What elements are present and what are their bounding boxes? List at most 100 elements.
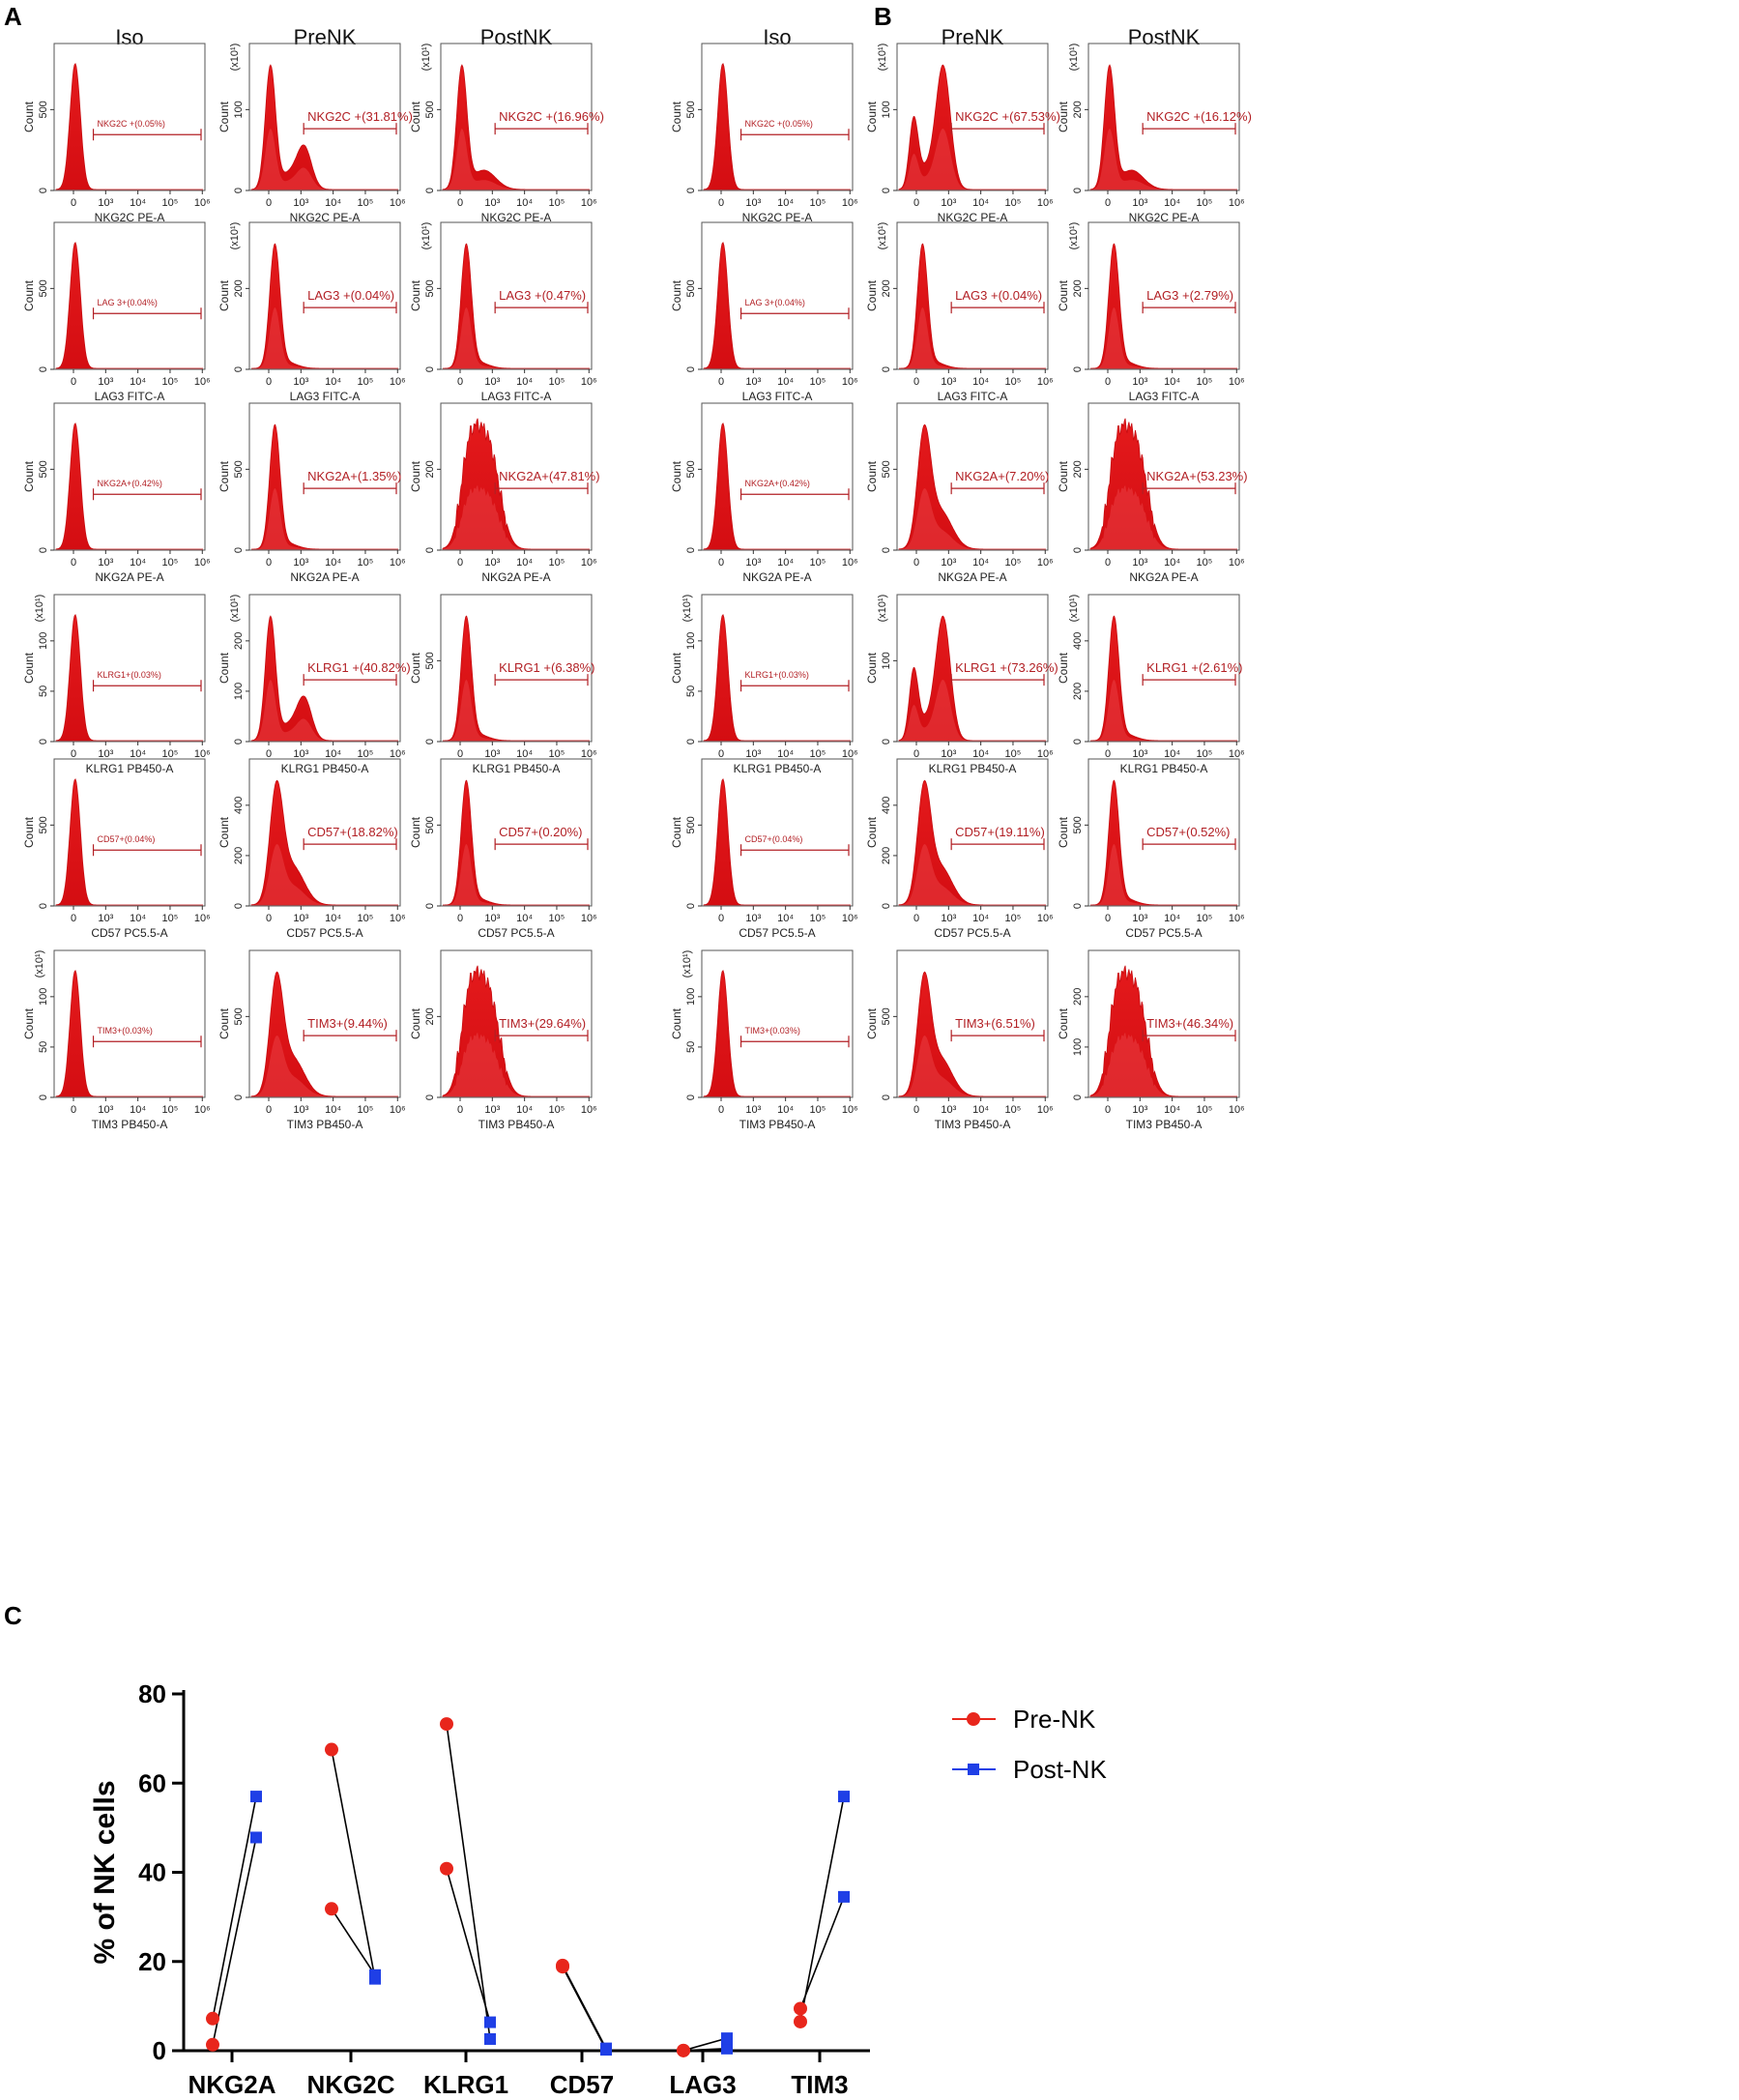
x-tick-label: 0 [718, 913, 724, 924]
histogram-fill [1090, 779, 1237, 906]
x-axis-label: CD57 PC5.5-A [739, 926, 815, 940]
x-tick-label: 10⁶ [390, 557, 406, 569]
histogram-fill [1089, 418, 1237, 550]
x-tick-label: 10⁴ [777, 376, 794, 388]
x-axis-label: LAG3 FITC-A [1129, 390, 1200, 403]
histogram-fill [55, 62, 203, 190]
x-tick-label: 0 [266, 913, 272, 924]
x-tick-label: 10⁴ [130, 1104, 146, 1116]
legend-label: Post-NK [1013, 1755, 1107, 1784]
x-tick-label: 10⁴ [130, 913, 146, 924]
plot-frame [1087, 402, 1240, 551]
x-tick-label-nkg2a: NKG2A [188, 2070, 275, 2099]
plot-frame [701, 758, 854, 907]
y-tick-label: 0 [38, 366, 49, 372]
x-tick-label: 10⁶ [1229, 376, 1245, 388]
x-tick-label: 10⁶ [390, 1104, 406, 1116]
y-multiplier: (x10¹) [877, 44, 888, 72]
histogram-a-klrg1-iso: 0 50 100 (x10¹) Count 0 10³ 10⁴ 10⁵ 10⁶ KLRG1 PB45… [22, 594, 211, 775]
x-tick-label: 10³ [293, 376, 308, 388]
point-post-nk-lag3 [721, 2042, 733, 2055]
y-axis-label: Count [865, 652, 879, 684]
y-tick-label: 200 [881, 847, 892, 864]
panel-b-column-header-iso: Iso [763, 25, 791, 49]
x-axis-label: NKG2A PE-A [742, 570, 811, 584]
y-tick-label: 100 [38, 632, 49, 650]
plot-frame [896, 402, 1049, 551]
gate-label: KLRG1 +(2.61%) [1146, 660, 1242, 675]
panel-c-summary-chart: 0 20 40 60 80 % of NK cells NKG2A NKG2C KLRG1 CD5… [89, 1679, 1107, 2099]
y-axis-label: Count [670, 1007, 683, 1039]
histogram-fill [442, 64, 590, 190]
y-multiplier: (x10¹) [34, 595, 45, 623]
point-post-nk-klrg1 [484, 2032, 496, 2045]
x-tick-label: 10⁴ [777, 1104, 794, 1116]
histogram-fill [250, 971, 398, 1097]
x-tick-label: 10³ [941, 376, 956, 388]
y-axis-label: Count [865, 460, 879, 492]
y-multiplier: (x10¹) [229, 222, 241, 250]
panel-label-c: C [4, 1601, 22, 1630]
plot-frame [248, 221, 401, 370]
y-tick-label: 200 [1072, 460, 1084, 478]
histogram-overlay [899, 1035, 1046, 1096]
x-tick-label: 10⁶ [1229, 1104, 1245, 1116]
x-tick-label: 0 [457, 748, 463, 760]
x-tick-label: 10⁵ [810, 197, 826, 209]
x-tick-label: 0 [913, 748, 919, 760]
histogram-b-nkg2c-postnk: 0 200 (x10¹) Count 0 10³ 10⁴ 10⁵ 10⁶ NKG2C PE-A NK… [1057, 43, 1252, 224]
y-axis-label: Count [1057, 652, 1070, 684]
y-axis-label: Count [22, 1007, 36, 1039]
y-tick-label: 400 [1072, 632, 1084, 650]
y-tick-label: 80 [138, 1679, 166, 1708]
x-tick-label: 10⁵ [549, 1104, 565, 1116]
gate-label: TIM3+(0.03%) [98, 1026, 153, 1035]
x-tick-label: 10³ [484, 557, 500, 569]
x-tick-label: 0 [718, 748, 724, 760]
y-tick-label: 0 [38, 1094, 49, 1100]
x-tick-label: 0 [1105, 557, 1111, 569]
pair-line-klrg1 [446, 1723, 491, 2040]
x-axis-label: LAG3 FITC-A [938, 390, 1008, 403]
histogram-overlay [1090, 129, 1237, 190]
panel-label-a: A [4, 2, 22, 31]
histogram-b-klrg1-iso: 0 50 100 (x10¹) Count 0 10³ 10⁴ 10⁵ 10⁶ KLRG1 PB45… [670, 594, 858, 775]
x-axis-label: TIM3 PB450-A [935, 1118, 1011, 1131]
y-tick-label: 500 [38, 101, 49, 118]
x-tick-label: 0 [718, 557, 724, 569]
y-axis-label: Count [22, 816, 36, 848]
gate-label: NKG2A+(0.42%) [745, 479, 810, 488]
x-tick-label: 10³ [941, 748, 956, 760]
x-tick-label: 10⁶ [1037, 197, 1054, 209]
x-tick-label: 10⁴ [325, 913, 341, 924]
x-tick-label: 10⁴ [516, 197, 533, 209]
x-tick-label: 0 [71, 913, 76, 924]
y-multiplier: (x10¹) [877, 222, 888, 250]
y-tick-label: 200 [1072, 683, 1084, 700]
x-tick-label: 10⁶ [581, 557, 597, 569]
histogram-b-tim3-iso: 0 50 100 (x10¹) Count 0 10³ 10⁴ 10⁵ 10⁶ TIM3 PB450… [670, 949, 858, 1131]
histogram-fill [1090, 615, 1237, 742]
x-tick-label: 0 [913, 1104, 919, 1116]
x-tick-label: 10⁶ [1037, 1104, 1054, 1116]
histogram-a-tim3-iso: 0 50 100 (x10¹) Count 0 10³ 10⁴ 10⁵ 10⁶ TIM3 PB450… [22, 949, 211, 1131]
y-tick-label: 100 [685, 988, 697, 1006]
histogram-fill [703, 241, 851, 369]
x-tick-label: 10⁶ [194, 1104, 211, 1116]
gate-label: NKG2C +(16.96%) [499, 109, 604, 124]
y-tick-label: 100 [881, 652, 892, 669]
y-multiplier: (x10¹) [1068, 595, 1080, 623]
x-tick-label: 10⁴ [972, 748, 989, 760]
x-tick-label: 10³ [745, 557, 761, 569]
y-tick-label: 500 [424, 816, 436, 833]
y-multiplier: (x10¹) [681, 950, 693, 978]
x-axis-label: KLRG1 PB450-A [1120, 762, 1208, 775]
gate-label: KLRG1 +(73.26%) [955, 660, 1058, 675]
x-tick-label: 10³ [941, 197, 956, 209]
